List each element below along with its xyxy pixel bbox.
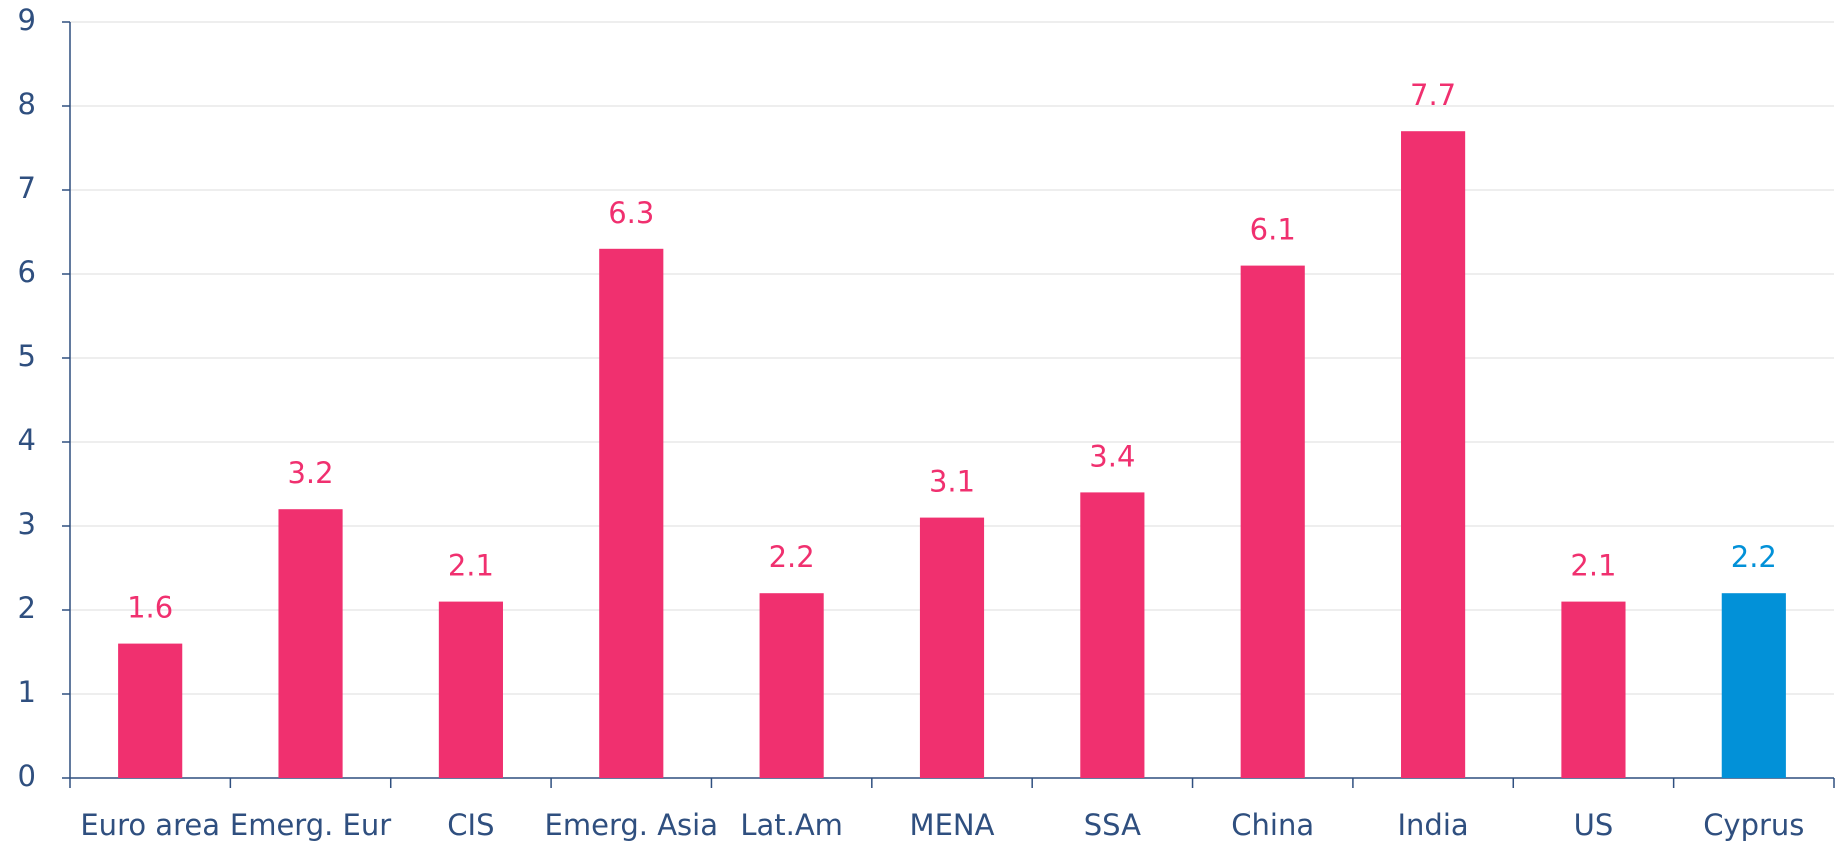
y-tick-label: 4 bbox=[18, 423, 36, 457]
x-tick-label: Euro area bbox=[80, 808, 220, 842]
data-label: 6.3 bbox=[608, 196, 654, 230]
data-label: 2.2 bbox=[769, 540, 815, 574]
data-label: 2.1 bbox=[1570, 549, 1616, 583]
bar bbox=[438, 601, 503, 778]
x-tick-label: Lat.Am bbox=[740, 808, 843, 842]
x-tick-label: Emerg. Asia bbox=[545, 808, 718, 842]
x-tick-label: China bbox=[1231, 808, 1314, 842]
y-tick-label: 6 bbox=[18, 255, 36, 289]
bar bbox=[1240, 265, 1305, 779]
data-label: 7.7 bbox=[1410, 78, 1456, 112]
bar bbox=[919, 517, 985, 778]
bar bbox=[1561, 601, 1626, 778]
y-tick-label: 3 bbox=[18, 507, 36, 541]
data-label: 2.1 bbox=[448, 549, 494, 583]
bar bbox=[599, 248, 664, 779]
data-label: 1.6 bbox=[127, 591, 173, 625]
x-tick-label: Cyprus bbox=[1703, 808, 1804, 842]
y-tick-label: 8 bbox=[18, 87, 36, 121]
bar bbox=[1721, 593, 1786, 778]
x-tick-label: CIS bbox=[447, 808, 494, 842]
y-tick-label: 7 bbox=[18, 171, 36, 205]
bar bbox=[1080, 492, 1145, 778]
x-tick-label: India bbox=[1398, 808, 1469, 842]
x-tick-label: Emerg. Eur bbox=[230, 808, 391, 842]
data-label: 3.2 bbox=[287, 456, 333, 490]
bar bbox=[1401, 131, 1466, 778]
x-tick-label: US bbox=[1574, 808, 1614, 842]
y-tick-label: 2 bbox=[18, 591, 36, 625]
y-tick-label: 9 bbox=[18, 3, 36, 37]
y-tick-label: 5 bbox=[18, 339, 36, 373]
x-tick-label: SSA bbox=[1084, 808, 1141, 842]
bar bbox=[118, 643, 183, 778]
bar bbox=[278, 509, 343, 778]
y-tick-label: 1 bbox=[18, 675, 36, 709]
data-label: 2.2 bbox=[1731, 540, 1777, 574]
data-label: 3.4 bbox=[1089, 439, 1135, 473]
y-tick-label: 0 bbox=[18, 759, 36, 793]
x-tick-label: MENA bbox=[910, 808, 995, 842]
bar bbox=[759, 593, 824, 778]
data-label: 3.1 bbox=[929, 465, 975, 499]
data-label: 6.1 bbox=[1250, 213, 1296, 247]
